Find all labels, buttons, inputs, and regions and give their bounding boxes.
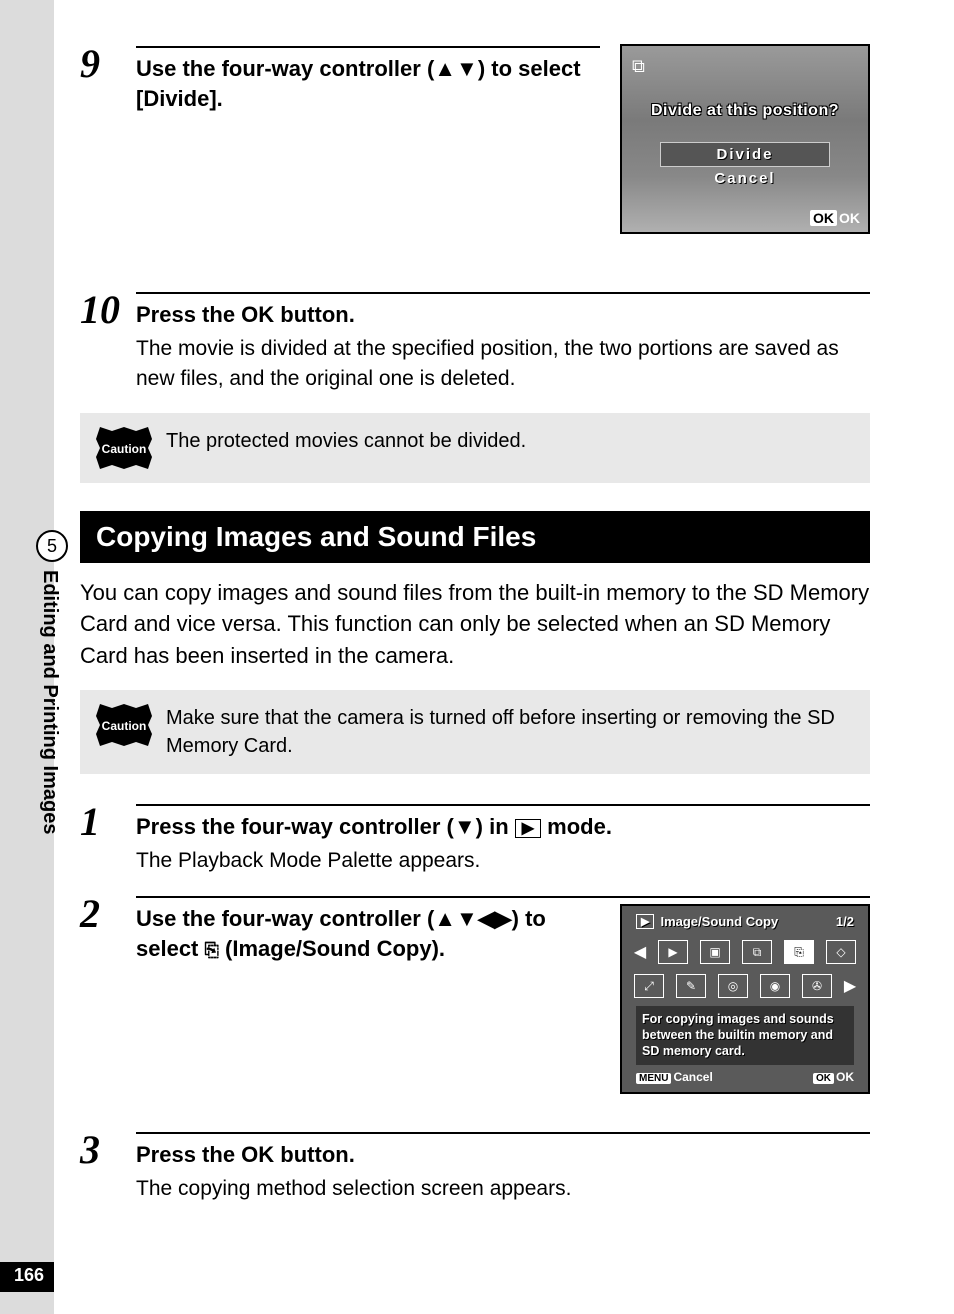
caution-block: Caution The protected movies cannot be d… [80, 413, 870, 483]
step-heading-text: button. [274, 1142, 355, 1167]
step-rule [136, 896, 870, 898]
step-number: 1 [80, 802, 136, 876]
section-heading: Copying Images and Sound Files [80, 511, 870, 563]
palette-icon[interactable]: ▣ [700, 940, 730, 964]
step-heading-text: ) in [476, 814, 515, 839]
chapter-side-tab: 5 Editing and Printing Images [32, 530, 72, 834]
menu-item-cancel[interactable]: Cancel [660, 167, 830, 190]
lcd-page: 1/2 [836, 914, 854, 929]
step-number: 10 [80, 290, 136, 395]
palette-icon[interactable]: ◉ [760, 974, 790, 998]
palette-row: ◀ ▶ ▣ ⧉ ⎘ ◇ [634, 940, 856, 964]
arrows-glyph: ▲▼ [434, 56, 478, 81]
arrows-glyph: ▲▼◀▶ [434, 906, 511, 931]
ok-label: OK [836, 1070, 854, 1084]
svg-text:Caution: Caution [102, 442, 147, 456]
caution-icon: Caution [96, 427, 152, 469]
step-3: 3 Press the OK button. The copying metho… [80, 1130, 870, 1204]
lcd-prompt: Divide at this position? [622, 102, 868, 120]
step-heading-text: (Image/Sound Copy). [219, 936, 445, 961]
ok-box-icon: OK [810, 210, 837, 226]
caution-block: Caution Make sure that the camera is tur… [80, 690, 870, 774]
menu-item-divide[interactable]: Divide [660, 142, 830, 167]
step-heading-text: button. [274, 302, 355, 327]
step-2: 2 ▶ Image/Sound Copy 1/2 ◀ ▶ ▣ ⧉ ⎘ [80, 894, 870, 1094]
camera-lcd-divide: ⧉ Divide at this position? Divide Cancel… [620, 44, 870, 234]
menu-label: Cancel [673, 1070, 712, 1084]
step-heading-text: mode. [541, 814, 612, 839]
arrow-glyph: ▼ [454, 814, 476, 839]
palette-row: ⤢ ✎ ◎ ◉ ✇ ▶ [634, 974, 856, 998]
step-heading-text: Use the four-way controller ( [136, 56, 434, 81]
lcd-title: Image/Sound Copy [660, 914, 778, 929]
palette-icon[interactable]: ▶ [658, 940, 688, 964]
step-number: 2 [80, 894, 136, 1094]
step-rule [136, 804, 870, 806]
step-body-text: The Playback Mode Palette appears. [136, 846, 870, 876]
step-heading-text: Use the four-way controller ( [136, 906, 434, 931]
caution-text: The protected movies cannot be divided. [166, 427, 526, 455]
step-rule [136, 292, 870, 294]
ok-indicator: OKOK [810, 210, 860, 226]
lcd-menu: Divide Cancel [660, 142, 830, 190]
ok-box-icon: OK [813, 1073, 834, 1084]
chapter-number-circle: 5 [36, 530, 68, 562]
step-body-text: The movie is divided at the specified po… [136, 334, 870, 395]
page-number: 166 [14, 1265, 44, 1286]
chapter-label: Editing and Printing Images [38, 570, 61, 834]
playback-icon: ▶ [636, 914, 654, 929]
lcd-description: For copying images and sounds between th… [636, 1006, 854, 1065]
caution-icon: Caution [96, 704, 152, 746]
frames-icon: ⧉ [632, 56, 645, 77]
step-rule [136, 46, 600, 48]
palette-icon[interactable]: ✇ [802, 974, 832, 998]
menu-box-icon: MENU [636, 1073, 671, 1084]
step-1: 1 Press the four-way controller (▼) in ▶… [80, 802, 870, 876]
ok-confirm[interactable]: OKOK [813, 1070, 854, 1084]
svg-text:Caution: Caution [102, 719, 147, 733]
palette-icon[interactable]: ◎ [718, 974, 748, 998]
ok-button-label: OK [241, 1142, 274, 1167]
palette-icon[interactable]: ◇ [826, 940, 856, 964]
step-body-text: The copying method selection screen appe… [136, 1174, 870, 1204]
caution-text: Make sure that the camera is turned off … [166, 704, 854, 760]
menu-cancel[interactable]: MENUCancel [636, 1070, 713, 1084]
playback-mode-icon: ▶ [515, 819, 541, 839]
step-heading-text: Press the [136, 302, 241, 327]
page-content: 9 Use the four-way controller (▲▼) to se… [80, 44, 870, 1222]
step-number: 9 [80, 44, 136, 244]
camera-lcd-palette: ▶ Image/Sound Copy 1/2 ◀ ▶ ▣ ⧉ ⎘ ◇ ⤢ [620, 904, 870, 1094]
palette-icon[interactable]: ✎ [676, 974, 706, 998]
copy-icon: ⎘ [205, 940, 219, 960]
manual-page: 5 Editing and Printing Images 166 9 Use … [0, 0, 954, 1314]
left-arrow-icon[interactable]: ◀ [634, 940, 646, 964]
step-rule [136, 1132, 870, 1134]
ok-label: OK [839, 210, 860, 226]
step-9: 9 Use the four-way controller (▲▼) to se… [80, 44, 870, 244]
step-heading-text: Press the [136, 1142, 241, 1167]
right-arrow-icon[interactable]: ▶ [844, 974, 856, 998]
palette-icon[interactable]: ⤢ [634, 974, 664, 998]
step-heading-text: Press the four-way controller ( [136, 814, 454, 839]
step-10: 10 Press the OK button. The movie is div… [80, 290, 870, 395]
palette-icon[interactable]: ⧉ [742, 940, 772, 964]
step-number: 3 [80, 1130, 136, 1204]
intro-paragraph: You can copy images and sound files from… [80, 577, 870, 673]
ok-button-label: OK [241, 302, 274, 327]
palette-icon-selected[interactable]: ⎘ [784, 940, 814, 964]
